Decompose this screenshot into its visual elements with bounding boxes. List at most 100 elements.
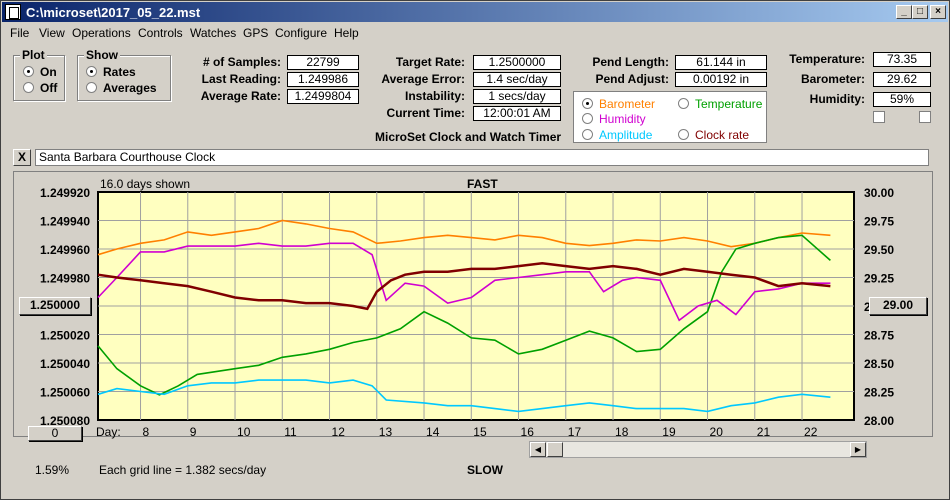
app-icon[interactable]: [5, 4, 21, 20]
pend-adjust-label: Pend Adjust:: [595, 72, 669, 86]
series-line: [97, 379, 831, 413]
instability-value: 1 secs/day: [473, 89, 561, 104]
day-tick-label: 10: [237, 425, 251, 438]
overlay-options-panel: Barometer Temperature Humidity Amplitude…: [573, 91, 767, 143]
rate-chart: 1.249920 30.00 1.249940 29.75 1.249960 29.50 1…: [40, 186, 894, 438]
menu-controls[interactable]: Controls: [138, 26, 183, 40]
menu-operations[interactable]: Operations: [72, 26, 131, 40]
show-group: Show: [77, 48, 171, 101]
menu-watches[interactable]: Watches: [190, 26, 237, 40]
scroll-thumb[interactable]: [547, 442, 563, 457]
day-tick-label: 11: [284, 425, 297, 438]
clock-name-field[interactable]: Santa Barbara Courthouse Clock: [35, 149, 929, 166]
barometer-value: 29.62: [873, 72, 931, 87]
right-tick-label: 28.00: [864, 414, 894, 428]
scroll-left-icon[interactable]: ◀: [530, 442, 546, 457]
left-tick-label: 1.250020: [40, 329, 90, 343]
series-line: [97, 234, 831, 396]
temperature-value: 73.35: [873, 52, 931, 67]
average-rate-value: 1.2499804: [287, 89, 359, 104]
plot-on-radio[interactable]: On: [23, 65, 57, 79]
day-tick-label: 22: [804, 425, 818, 438]
day-axis-label: Day:: [96, 425, 121, 439]
right-tick-label: 29.75: [864, 215, 894, 229]
show-group-title: Show: [84, 48, 120, 62]
app-caption: MicroSet Clock and Watch Timer: [375, 130, 562, 144]
days-shown-label: 16.0 days shown: [100, 177, 191, 191]
target-rate-label: Target Rate:: [395, 55, 465, 69]
close-window-button[interactable]: ×: [930, 5, 946, 19]
zero-button[interactable]: 0: [28, 426, 82, 441]
menu-configure[interactable]: Configure: [275, 26, 328, 40]
day-tick-label: 21: [757, 425, 771, 438]
overlay-amplitude-radio[interactable]: Amplitude: [582, 128, 652, 142]
last-reading-value: 1.249986: [287, 72, 359, 87]
day-tick-label: 14: [426, 425, 440, 438]
plot-group: Plot: [13, 48, 65, 101]
clear-clock-button[interactable]: X: [13, 149, 31, 166]
checkbox-left[interactable]: [873, 111, 885, 123]
day-tick-label: 16: [521, 425, 535, 438]
day-tick-label: 13: [379, 425, 393, 438]
barometer-reference-button[interactable]: 29.00: [869, 297, 927, 315]
show-rates-radio[interactable]: Rates: [86, 65, 136, 79]
time-scrollbar[interactable]: ◀ ▶: [529, 441, 867, 458]
day-tick-label: 15: [473, 425, 487, 438]
right-tick-label: 29.25: [864, 272, 894, 286]
day-tick-label: 17: [568, 425, 582, 438]
show-averages-radio[interactable]: Averages: [86, 81, 157, 95]
menu-file[interactable]: File: [10, 26, 30, 40]
maximize-button[interactable]: □: [912, 5, 928, 19]
right-tick-label: 30.00: [864, 186, 894, 200]
current-time-value: 12:00:01 AM: [473, 106, 561, 121]
rate-reference-button[interactable]: 1.250000: [19, 297, 91, 315]
menu-gps[interactable]: GPS: [243, 26, 269, 40]
average-error-value: 1.4 sec/day: [473, 72, 561, 87]
day-tick-label: 9: [190, 425, 197, 438]
radio-dot-icon: [23, 66, 34, 77]
day-tick-label: 20: [710, 425, 724, 438]
humidity-label: Humidity:: [809, 92, 865, 106]
radio-dot-icon: [678, 129, 689, 140]
series-line: [97, 219, 831, 256]
radio-dot-icon: [86, 66, 97, 77]
plot-off-radio[interactable]: Off: [23, 81, 57, 95]
radio-dot-icon: [23, 82, 34, 93]
right-tick-label: 28.25: [864, 386, 894, 400]
last-reading-label: Last Reading:: [201, 72, 281, 86]
scroll-right-icon[interactable]: ▶: [850, 442, 866, 457]
barometer-label: Barometer:: [800, 72, 865, 86]
radio-dot-icon: [582, 98, 593, 109]
window-title: C:\microset\2017_05_22.mst: [26, 5, 201, 20]
left-tick-label: 1.249920: [40, 186, 90, 200]
chart-frame: 1.249920 30.00 1.249940 29.75 1.249960 29.50 1…: [13, 171, 933, 438]
average-rate-label: Average Rate:: [200, 89, 281, 103]
left-tick-label: 1.250080: [40, 414, 90, 428]
menu-view[interactable]: View: [39, 26, 65, 40]
overlay-clock-rate-radio[interactable]: Clock rate: [678, 128, 749, 142]
percent-readout: 1.59%: [35, 463, 70, 477]
series-line: [97, 242, 831, 322]
target-rate-value: 1.2500000: [473, 55, 561, 70]
right-tick-label: 28.50: [864, 357, 894, 371]
radio-dot-icon: [582, 129, 593, 140]
overlay-barometer-radio[interactable]: Barometer: [582, 97, 655, 111]
right-tick-label: 29.50: [864, 243, 894, 257]
menu-bar: File View Operations Controls Watches GP…: [2, 23, 948, 43]
checkbox-right[interactable]: [919, 111, 931, 123]
humidity-value: 59%: [873, 92, 931, 107]
instability-label: Instability:: [404, 89, 465, 103]
pend-length-label: Pend Length:: [592, 55, 669, 69]
overlay-temperature-radio[interactable]: Temperature: [678, 97, 762, 111]
grid-note: Each grid line = 1.382 secs/day: [99, 463, 267, 477]
fast-label: FAST: [467, 177, 498, 191]
average-error-label: Average Error:: [381, 72, 465, 86]
plot-group-title: Plot: [20, 48, 47, 62]
samples-label: # of Samples:: [202, 55, 281, 69]
title-bar: C:\microset\2017_05_22.mst _ □ ×: [2, 2, 948, 22]
overlay-humidity-radio[interactable]: Humidity: [582, 112, 646, 126]
menu-help[interactable]: Help: [334, 26, 359, 40]
minimize-button[interactable]: _: [896, 5, 912, 19]
slow-label: SLOW: [467, 463, 503, 477]
left-tick-label: 1.250060: [40, 386, 90, 400]
